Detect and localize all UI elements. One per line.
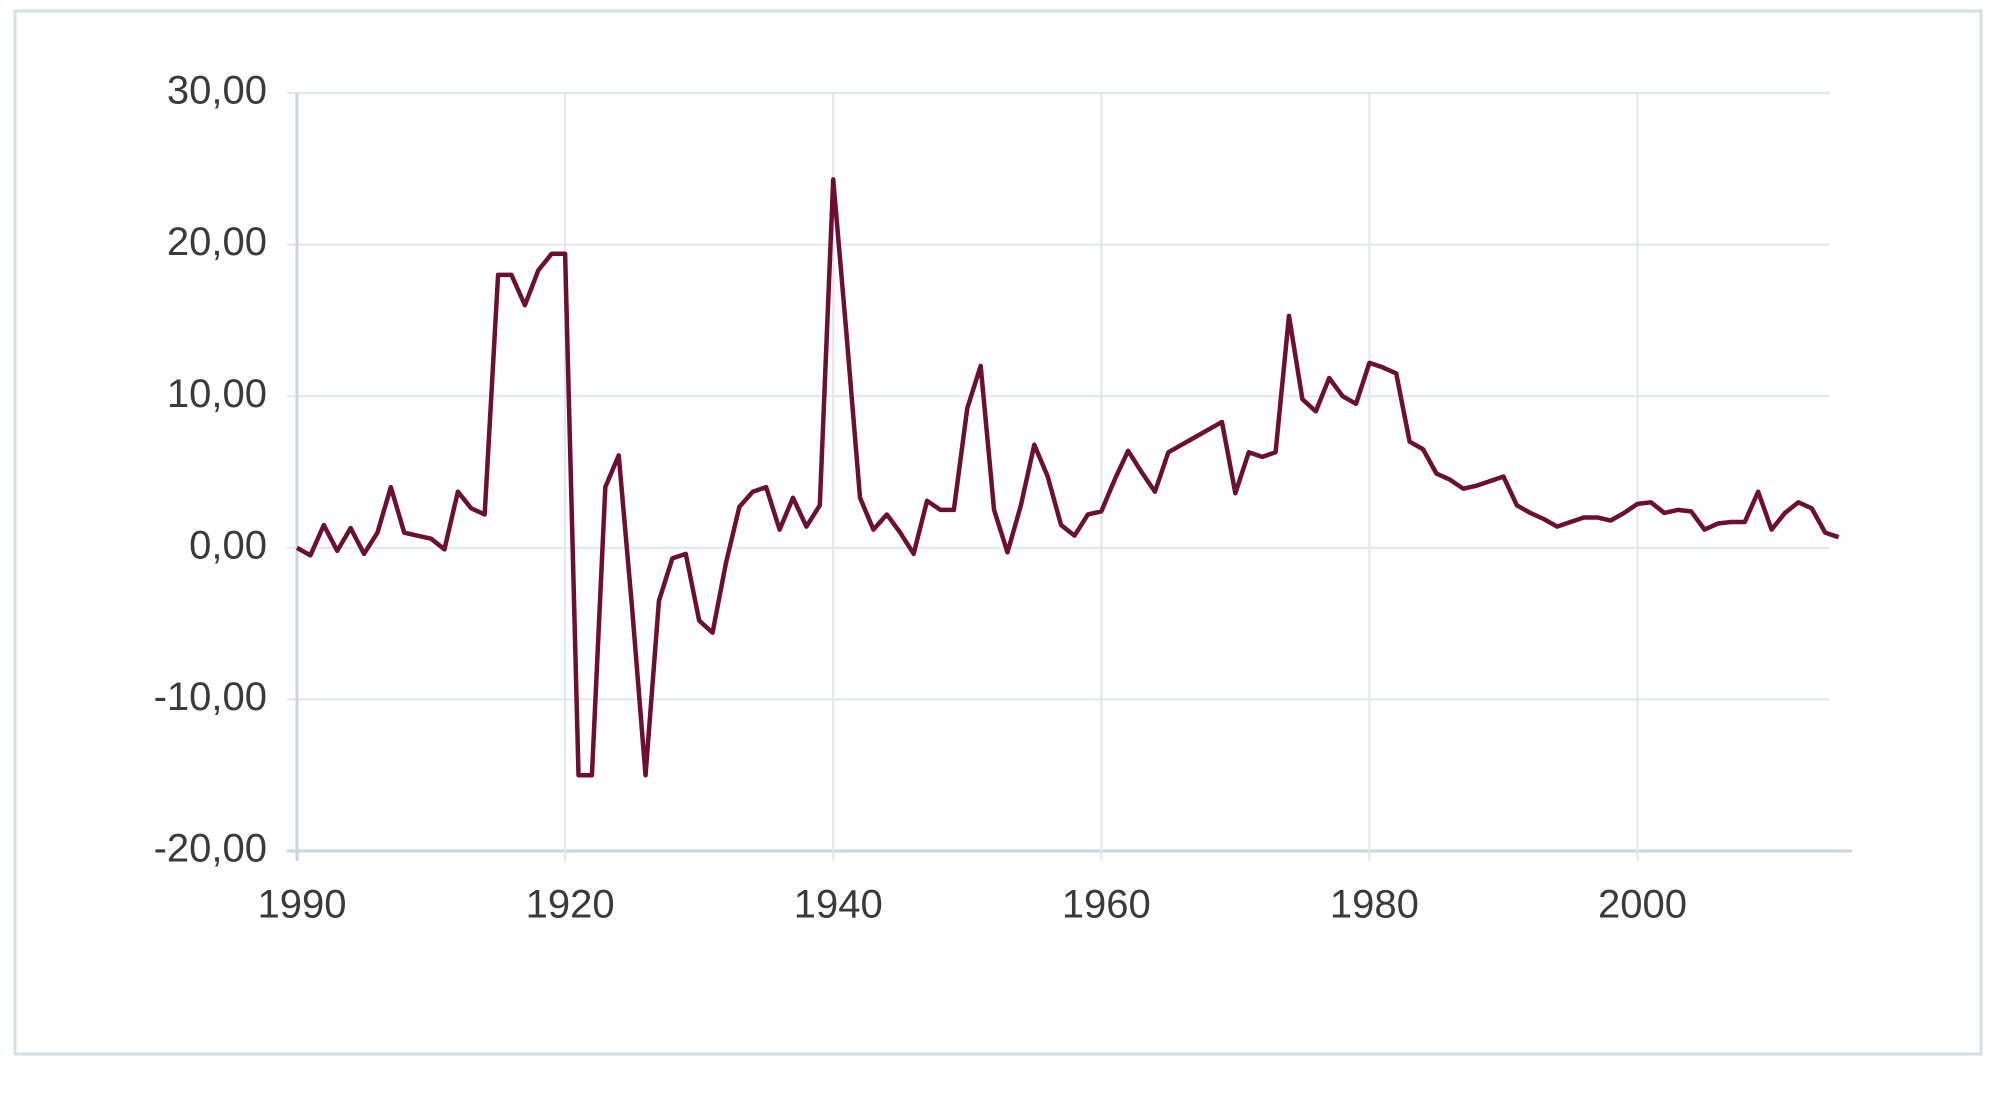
x-tick-label: 2000 — [1598, 883, 1687, 927]
x-tick-label: 1990 — [258, 883, 347, 927]
x-tick-label: 1960 — [1062, 883, 1151, 927]
y-tick-label: 20,00 — [167, 220, 267, 264]
y-tick-label: 30,00 — [167, 69, 267, 113]
data-line — [295, 177, 1840, 778]
y-tick-label: 10,00 — [167, 372, 267, 416]
y-tick-label: -20,00 — [154, 827, 267, 871]
y-tick-label: 0,00 — [189, 523, 267, 567]
x-tick-label: 1920 — [526, 883, 615, 927]
y-tick-label: -10,00 — [154, 675, 267, 719]
x-tick-label: 1940 — [794, 883, 883, 927]
x-tick-label: 1980 — [1330, 883, 1419, 927]
chart-frame — [13, 9, 1983, 1056]
